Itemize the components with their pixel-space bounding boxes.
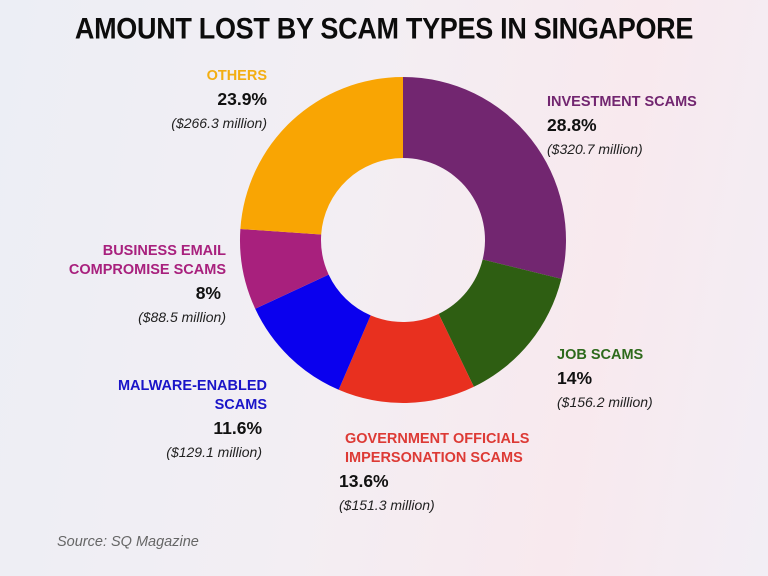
label-name-line2: SCAMS — [214, 397, 267, 413]
label-name: OTHERS — [206, 68, 267, 84]
label-amount: ($266.3 million) — [171, 114, 267, 131]
label-amount: ($156.2 million) — [557, 393, 653, 410]
slice-investment — [403, 77, 567, 279]
slice-bec — [239, 228, 329, 309]
source-note: Source: SQ Magazine — [57, 534, 199, 550]
label-name: JOB SCAMS — [557, 347, 644, 363]
label-business-email-compromise: BUSINESS EMAIL COMPROMISE SCAMS 8% ($88.… — [60, 242, 226, 324]
label-others: OTHERS 23.9% ($266.3 million) — [150, 67, 267, 130]
slice-government — [338, 313, 474, 403]
label-percent: 23.9% — [217, 89, 267, 109]
label-name-line1: BUSINESS EMAIL — [102, 243, 226, 259]
label-amount: ($88.5 million) — [138, 308, 226, 325]
label-percent: 28.8% — [547, 115, 597, 135]
slice-malware — [255, 274, 371, 390]
label-name-line1: MALWARE-ENABLED — [117, 378, 267, 394]
label-amount: ($320.7 million) — [547, 140, 643, 157]
label-job-scams: JOB SCAMS 14% ($156.2 million) — [557, 346, 653, 409]
label-name-line2: COMPROMISE SCAMS — [68, 262, 226, 278]
label-percent: 13.6% — [339, 471, 389, 491]
donut-slices — [239, 77, 567, 403]
label-percent: 8% — [195, 283, 221, 303]
label-name-line1: GOVERNMENT OFFICIALS — [345, 431, 530, 447]
label-amount: ($129.1 million) — [166, 443, 262, 460]
slice-job — [438, 259, 562, 387]
label-percent: 11.6% — [213, 418, 262, 438]
slice-others — [240, 77, 403, 235]
label-percent: 14% — [557, 368, 593, 388]
label-government-impersonation-scams: GOVERNMENT OFFICIALS IMPERSONATION SCAMS… — [339, 430, 530, 512]
label-name-line2: IMPERSONATION SCAMS — [345, 450, 523, 466]
label-amount: ($151.3 million) — [339, 496, 435, 513]
label-investment-scams: INVESTMENT SCAMS 28.8% ($320.7 million) — [547, 93, 697, 156]
label-malware-enabled-scams: MALWARE-ENABLED SCAMS 11.6% ($129.1 mill… — [90, 377, 267, 459]
label-name: INVESTMENT SCAMS — [547, 94, 697, 110]
chart-title: AMOUNT LOST BY SCAM TYPES IN SINGAPORE — [74, 12, 694, 46]
